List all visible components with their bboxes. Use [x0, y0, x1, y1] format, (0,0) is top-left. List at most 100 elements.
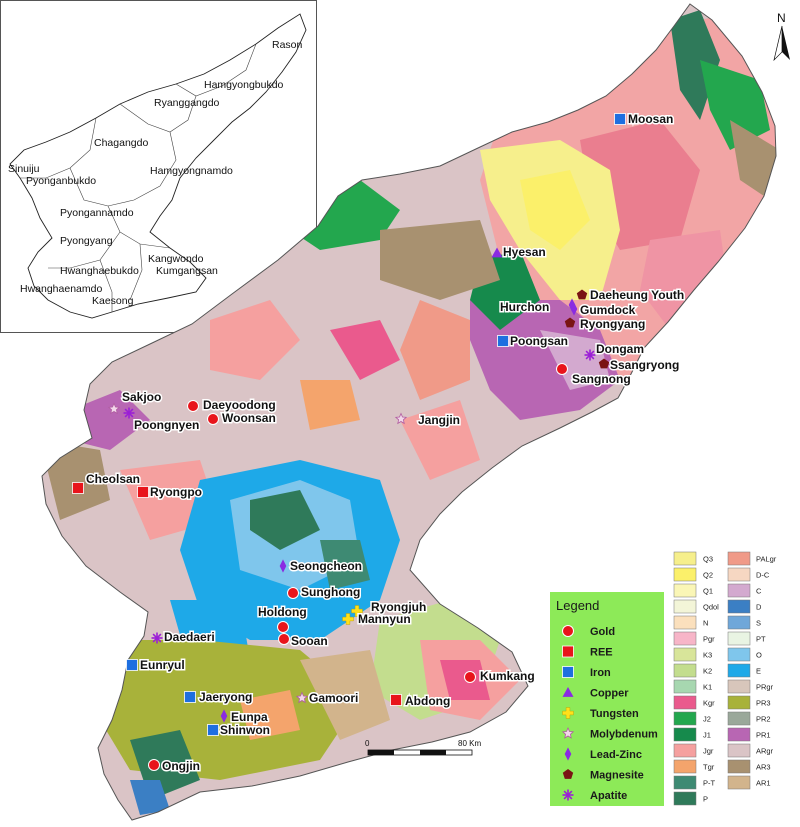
geology-code-e: E — [756, 667, 761, 676]
site-label-jaeryong: Jaeryong — [199, 690, 252, 704]
geology-unit-c: C — [727, 583, 762, 598]
mineral-legend-title: Legend — [556, 598, 599, 613]
geology-unit-pgr: Pgr — [673, 631, 715, 646]
geology-code-q3: Q3 — [703, 555, 713, 564]
apatite-site-marker-icon — [151, 632, 163, 644]
lead-zinc-site-marker-icon — [568, 298, 576, 312]
geology-code-palgr: PALgr — [756, 555, 777, 564]
inset-label-hwanghaenamdo: Hwanghaenamdo — [20, 283, 102, 295]
site-mannyun: Mannyun — [342, 611, 412, 628]
site-hurchon: Hurchon — [499, 298, 576, 316]
geology-unit-tgr: Tgr — [673, 759, 715, 774]
site-label-shinwon: Shinwon — [220, 723, 270, 737]
legend-label-apatite: Apatite — [590, 790, 627, 802]
legend-item-molybdenum: Molybdenum — [561, 726, 658, 741]
gold-site-marker-icon — [278, 633, 290, 645]
geology-swatch-d — [727, 599, 751, 614]
lead-zinc-site-marker-icon — [220, 709, 228, 723]
geology-code-d-c: D-C — [756, 571, 770, 580]
inset-label-hamgyongbukdo: Hamgyongbukdo — [204, 79, 284, 91]
inset-label-hamgyongnamdo: Hamgyongnamdo — [150, 165, 233, 177]
site-jangjin: Jangjin — [394, 412, 462, 429]
geology-code-j1: J1 — [703, 731, 711, 740]
geology-unit-palgr: PALgr — [727, 551, 777, 566]
inset-label-pyongyang: Pyongyang — [60, 235, 113, 247]
site-sakjoo: Sakjoo — [107, 389, 163, 415]
geology-swatch-q2 — [673, 567, 697, 582]
site-label-ssangryong: Ssangryong — [610, 358, 679, 372]
geology-swatch-palgr — [727, 551, 751, 566]
geology-code-pgr: Pgr — [703, 635, 715, 644]
site-poongsan: Poongsan — [497, 333, 570, 350]
geology-code-jgr: Jgr — [703, 747, 714, 756]
inset-label-kaesong: Kaesong — [92, 295, 134, 307]
geology-swatch-k1 — [673, 679, 697, 694]
site-label-ryongjuh: Ryongjuh — [371, 600, 426, 614]
geology-swatch-c — [727, 583, 751, 598]
geology-unit-n: N — [673, 615, 708, 630]
inset-label-pyongannamdo: Pyongannamdo — [60, 207, 134, 219]
geology-unit-k3: K3 — [673, 647, 712, 662]
geology-code-qdol: Qdol — [703, 603, 719, 612]
geology-code-ar1: AR1 — [756, 779, 771, 788]
geology-code-kgr: Kgr — [703, 699, 715, 708]
geology-unit-d: D — [727, 599, 762, 614]
site-label-ryongpo: Ryongpo — [150, 485, 202, 499]
site-gamoori: Gamoori — [295, 690, 360, 707]
geology-swatch-tgr — [673, 759, 697, 774]
legend-label-magnesite: Magnesite — [590, 770, 644, 782]
geology-swatch-pt — [727, 631, 751, 646]
site-label-hyesan: Hyesan — [503, 245, 546, 259]
legend-label-lead-zinc: Lead-Zinc — [590, 749, 642, 761]
geology-swatch-qdol — [673, 599, 697, 614]
geology-code-argr: ARgr — [756, 747, 774, 756]
site-daeyoodong: Daeyoodong — [187, 397, 277, 414]
legend-label-molybdenum: Molybdenum — [590, 729, 658, 741]
geology-swatch-pgr — [673, 631, 697, 646]
geology-swatch-n — [673, 615, 697, 630]
geology-code-ar3: AR3 — [756, 763, 771, 772]
site-label-mannyun: Mannyun — [358, 612, 411, 626]
geology-code-s: S — [756, 619, 761, 628]
scale-bar-end-label: 80 Km — [458, 739, 481, 748]
site-poongnyen: Poongnyen — [123, 407, 201, 434]
geology-swatch-pr2 — [727, 711, 751, 726]
site-shinwon: Shinwon — [207, 722, 272, 739]
site-sooan: Sooan — [278, 633, 329, 650]
gold-legend-icon — [562, 625, 574, 637]
geology-swatch-jgr — [673, 743, 697, 758]
site-label-ryongyang: Ryongyang — [580, 317, 645, 331]
magnesite-site-marker-icon — [576, 289, 588, 300]
legend-label-ree: REE — [590, 647, 613, 659]
apatite-site-marker-icon — [123, 407, 135, 419]
tungsten-site-marker-icon — [342, 613, 354, 625]
iron-site-marker-icon — [126, 659, 138, 671]
legend-item-ree: REE — [562, 645, 613, 659]
site-ryongpo: Ryongpo — [137, 484, 204, 501]
site-label-daeyoodong: Daeyoodong — [203, 398, 276, 412]
geology-unit-pr3: PR3 — [727, 695, 771, 710]
molybdenum-legend-icon — [561, 726, 575, 739]
iron-site-marker-icon — [184, 691, 196, 703]
legend-label-tungsten: Tungsten — [590, 708, 639, 720]
geology-unit-kgr: Kgr — [673, 695, 715, 710]
geology-swatch-argr — [727, 743, 751, 758]
molybdenum-site-marker-icon — [295, 691, 309, 704]
geology-unit-qdol: Qdol — [673, 599, 719, 614]
geology-unit-k1: K1 — [673, 679, 712, 694]
site-label-daeheung-youth: Daeheung Youth — [590, 288, 684, 302]
site-ssangryong: Ssangryong — [598, 357, 681, 374]
inset-label-ryanggangdo: Ryanggangdo — [154, 97, 220, 109]
apatite-site-marker-icon — [584, 349, 596, 361]
geology-unit-ar3: AR3 — [727, 759, 771, 774]
site-eunryul: Eunryul — [126, 657, 186, 674]
geology-code-pr2: PR2 — [756, 715, 771, 724]
mineral-legend: Legend Gold REE Iron Copper Tungsten Molybden… — [550, 592, 664, 806]
tungsten-site-marker-icon — [351, 605, 363, 617]
inset-label-kangwondo: Kangwondo — [148, 253, 204, 265]
inset-label-kumgangsan: Kumgangsan — [156, 265, 218, 277]
legend-item-gold: Gold — [562, 625, 615, 638]
site-label-kumkang: Kumkang — [480, 669, 535, 683]
geology-swatch-k2 — [673, 663, 697, 678]
